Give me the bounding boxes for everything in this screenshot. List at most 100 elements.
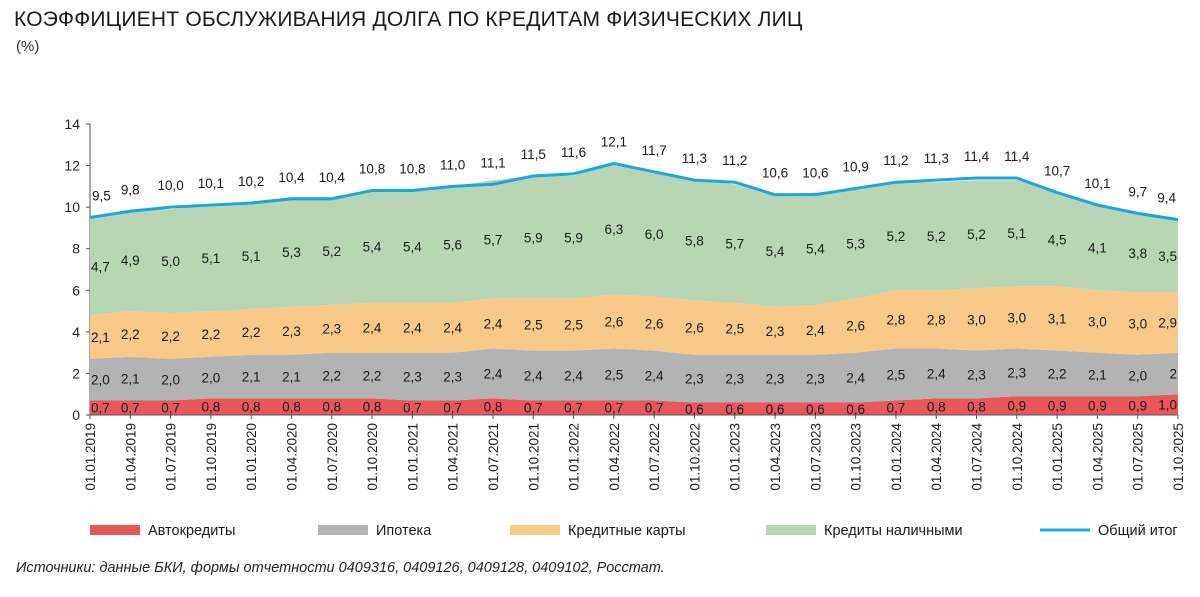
data-label-Кредиты наличными: 5,2 [967, 227, 986, 242]
data-label-Кредитные карты: 2,9 [1158, 316, 1177, 331]
data-label-Ипотека: 2,1 [282, 370, 301, 385]
data-label-Общий итог: 11,2 [722, 153, 747, 168]
data-label-Общий итог: 10,4 [278, 170, 305, 185]
x-tick-label: 01.04.2025 [1090, 423, 1105, 491]
area-Кредиты наличными [90, 163, 1178, 316]
data-label-Общий итог: 9,8 [121, 182, 140, 197]
data-label-Общий итог: 11,6 [561, 145, 586, 160]
y-tick-label: 12 [64, 158, 80, 174]
data-label-Автокредиты: 0,7 [403, 401, 422, 416]
data-label-Кредиты наличными: 5,4 [806, 242, 825, 257]
legend-swatch-Ипотека [318, 525, 368, 535]
data-label-Автокредиты: 0,9 [1088, 399, 1107, 414]
data-label-Ипотека: 2,2 [363, 369, 382, 384]
data-label-Ипотека: 2,2 [322, 369, 341, 384]
legend-swatch-Автокредиты [90, 525, 140, 535]
y-tick-label: 6 [72, 282, 80, 298]
data-label-Ипотека: 2 [1169, 366, 1177, 381]
data-label-Кредитные карты: 2,4 [806, 323, 825, 338]
y-tick-label: 2 [72, 365, 80, 381]
data-label-Автокредиты: 0,7 [887, 401, 906, 416]
data-label-Кредиты наличными: 4,1 [1088, 241, 1107, 256]
data-label-Автокредиты: 0,8 [282, 400, 301, 415]
data-label-Автокредиты: 0,7 [564, 401, 583, 416]
data-label-Кредитные карты: 2,4 [484, 317, 503, 332]
x-tick-label: 01.10.2019 [204, 423, 219, 491]
data-label-Кредитные карты: 3,1 [1048, 311, 1067, 326]
data-label-Общий итог: 11,5 [521, 147, 546, 162]
data-label-Автокредиты: 0,8 [484, 400, 503, 415]
data-label-Ипотека: 2,4 [524, 369, 543, 384]
data-label-Автокредиты: 0,8 [242, 400, 261, 415]
data-label-Кредиты наличными: 3,5 [1158, 249, 1177, 264]
data-label-Общий итог: 10,2 [238, 174, 264, 189]
data-label-Ипотека: 2,3 [443, 370, 462, 385]
data-label-Ипотека: 2,2 [1048, 366, 1067, 381]
y-tick-label: 4 [72, 324, 80, 340]
data-label-Автокредиты: 0,8 [201, 400, 220, 415]
data-label-Кредитные карты: 2,1 [91, 330, 110, 345]
x-tick-label: 01.07.2021 [486, 423, 501, 491]
data-label-Автокредиты: 0,7 [604, 401, 623, 416]
data-label-Общий итог: 11,7 [642, 143, 667, 158]
data-label-Кредитные карты: 2,2 [242, 325, 261, 340]
data-label-Кредитные карты: 2,2 [201, 327, 220, 342]
x-tick-label: 01.04.2019 [123, 423, 138, 491]
data-label-Ипотека: 2,3 [766, 372, 785, 387]
data-label-Ипотека: 2,3 [403, 370, 422, 385]
legend-label-Ипотека: Ипотека [376, 523, 432, 539]
data-label-Общий итог: 11,4 [964, 149, 990, 164]
data-label-Ипотека: 2,1 [121, 372, 140, 387]
data-label-Общий итог: 10,8 [359, 162, 385, 177]
data-label-Автокредиты: 0,7 [161, 401, 180, 416]
data-label-Кредитные карты: 2,2 [161, 329, 180, 344]
data-label-Общий итог: 10,1 [1084, 176, 1110, 191]
data-label-Общий итог: 9,5 [92, 189, 111, 204]
data-label-Кредитные карты: 2,2 [121, 327, 140, 342]
x-tick-label: 01.10.2022 [687, 423, 702, 491]
data-label-Общий итог: 12,1 [601, 134, 627, 149]
area-Кредитные карты [90, 286, 1178, 359]
data-label-Ипотека: 2,4 [846, 371, 865, 386]
data-label-Автокредиты: 0,9 [1048, 399, 1067, 414]
data-label-Общий итог: 10,1 [198, 176, 224, 191]
data-label-Кредитные карты: 2,5 [564, 318, 583, 333]
y-tick-label: 0 [72, 407, 80, 423]
data-label-Кредиты наличными: 5,4 [766, 244, 785, 259]
data-label-Ипотека: 2,3 [1007, 365, 1026, 380]
data-label-Ипотека: 2,5 [887, 367, 906, 382]
data-label-Автокредиты: 0,8 [967, 400, 986, 415]
data-label-Кредиты наличными: 5,1 [242, 249, 261, 264]
data-label-Ипотека: 2,3 [685, 372, 704, 387]
data-label-Ипотека: 2,3 [967, 367, 986, 382]
x-tick-label: 01.07.2019 [164, 423, 179, 491]
data-label-Автокредиты: 0,8 [927, 400, 946, 415]
data-label-Кредиты наличными: 5,4 [363, 240, 382, 255]
data-label-Кредиты наличными: 5,3 [282, 245, 301, 260]
data-label-Кредитные карты: 2,4 [443, 321, 462, 336]
data-label-Кредитные карты: 2,6 [604, 314, 623, 329]
x-tick-label: 01.01.2022 [567, 423, 582, 491]
data-label-Автокредиты: 0,9 [1007, 399, 1026, 414]
data-label-Кредиты наличными: 3,8 [1128, 246, 1147, 261]
x-tick-label: 01.07.2022 [647, 423, 662, 491]
data-label-Общий итог: 10,4 [319, 170, 346, 185]
data-label-Автокредиты: 0,6 [685, 402, 704, 417]
data-label-Кредитные карты: 3,0 [1128, 317, 1147, 332]
x-tick-label: 01.07.2020 [325, 423, 340, 491]
data-label-Кредитные карты: 2,3 [322, 322, 341, 337]
x-tick-label: 01.07.2024 [970, 423, 985, 491]
x-tick-label: 01.01.2025 [1050, 423, 1065, 491]
data-label-Кредитные карты: 2,6 [645, 317, 664, 332]
data-label-Кредитные карты: 2,6 [846, 319, 865, 334]
data-label-Кредиты наличными: 6,3 [604, 222, 623, 237]
legend-label-Кредитные карты: Кредитные карты [568, 523, 686, 539]
data-label-Общий итог: 10,8 [399, 162, 425, 177]
data-label-Кредиты наличными: 6,0 [645, 227, 664, 242]
x-tick-label: 01.04.2022 [607, 423, 622, 491]
data-label-Кредитные карты: 2,6 [685, 321, 704, 336]
data-label-Общий итог: 10,6 [762, 166, 788, 181]
data-label-Автокредиты: 0,6 [806, 402, 825, 417]
data-label-Ипотека: 2,3 [806, 372, 825, 387]
data-label-Ипотека: 2,4 [645, 369, 664, 384]
